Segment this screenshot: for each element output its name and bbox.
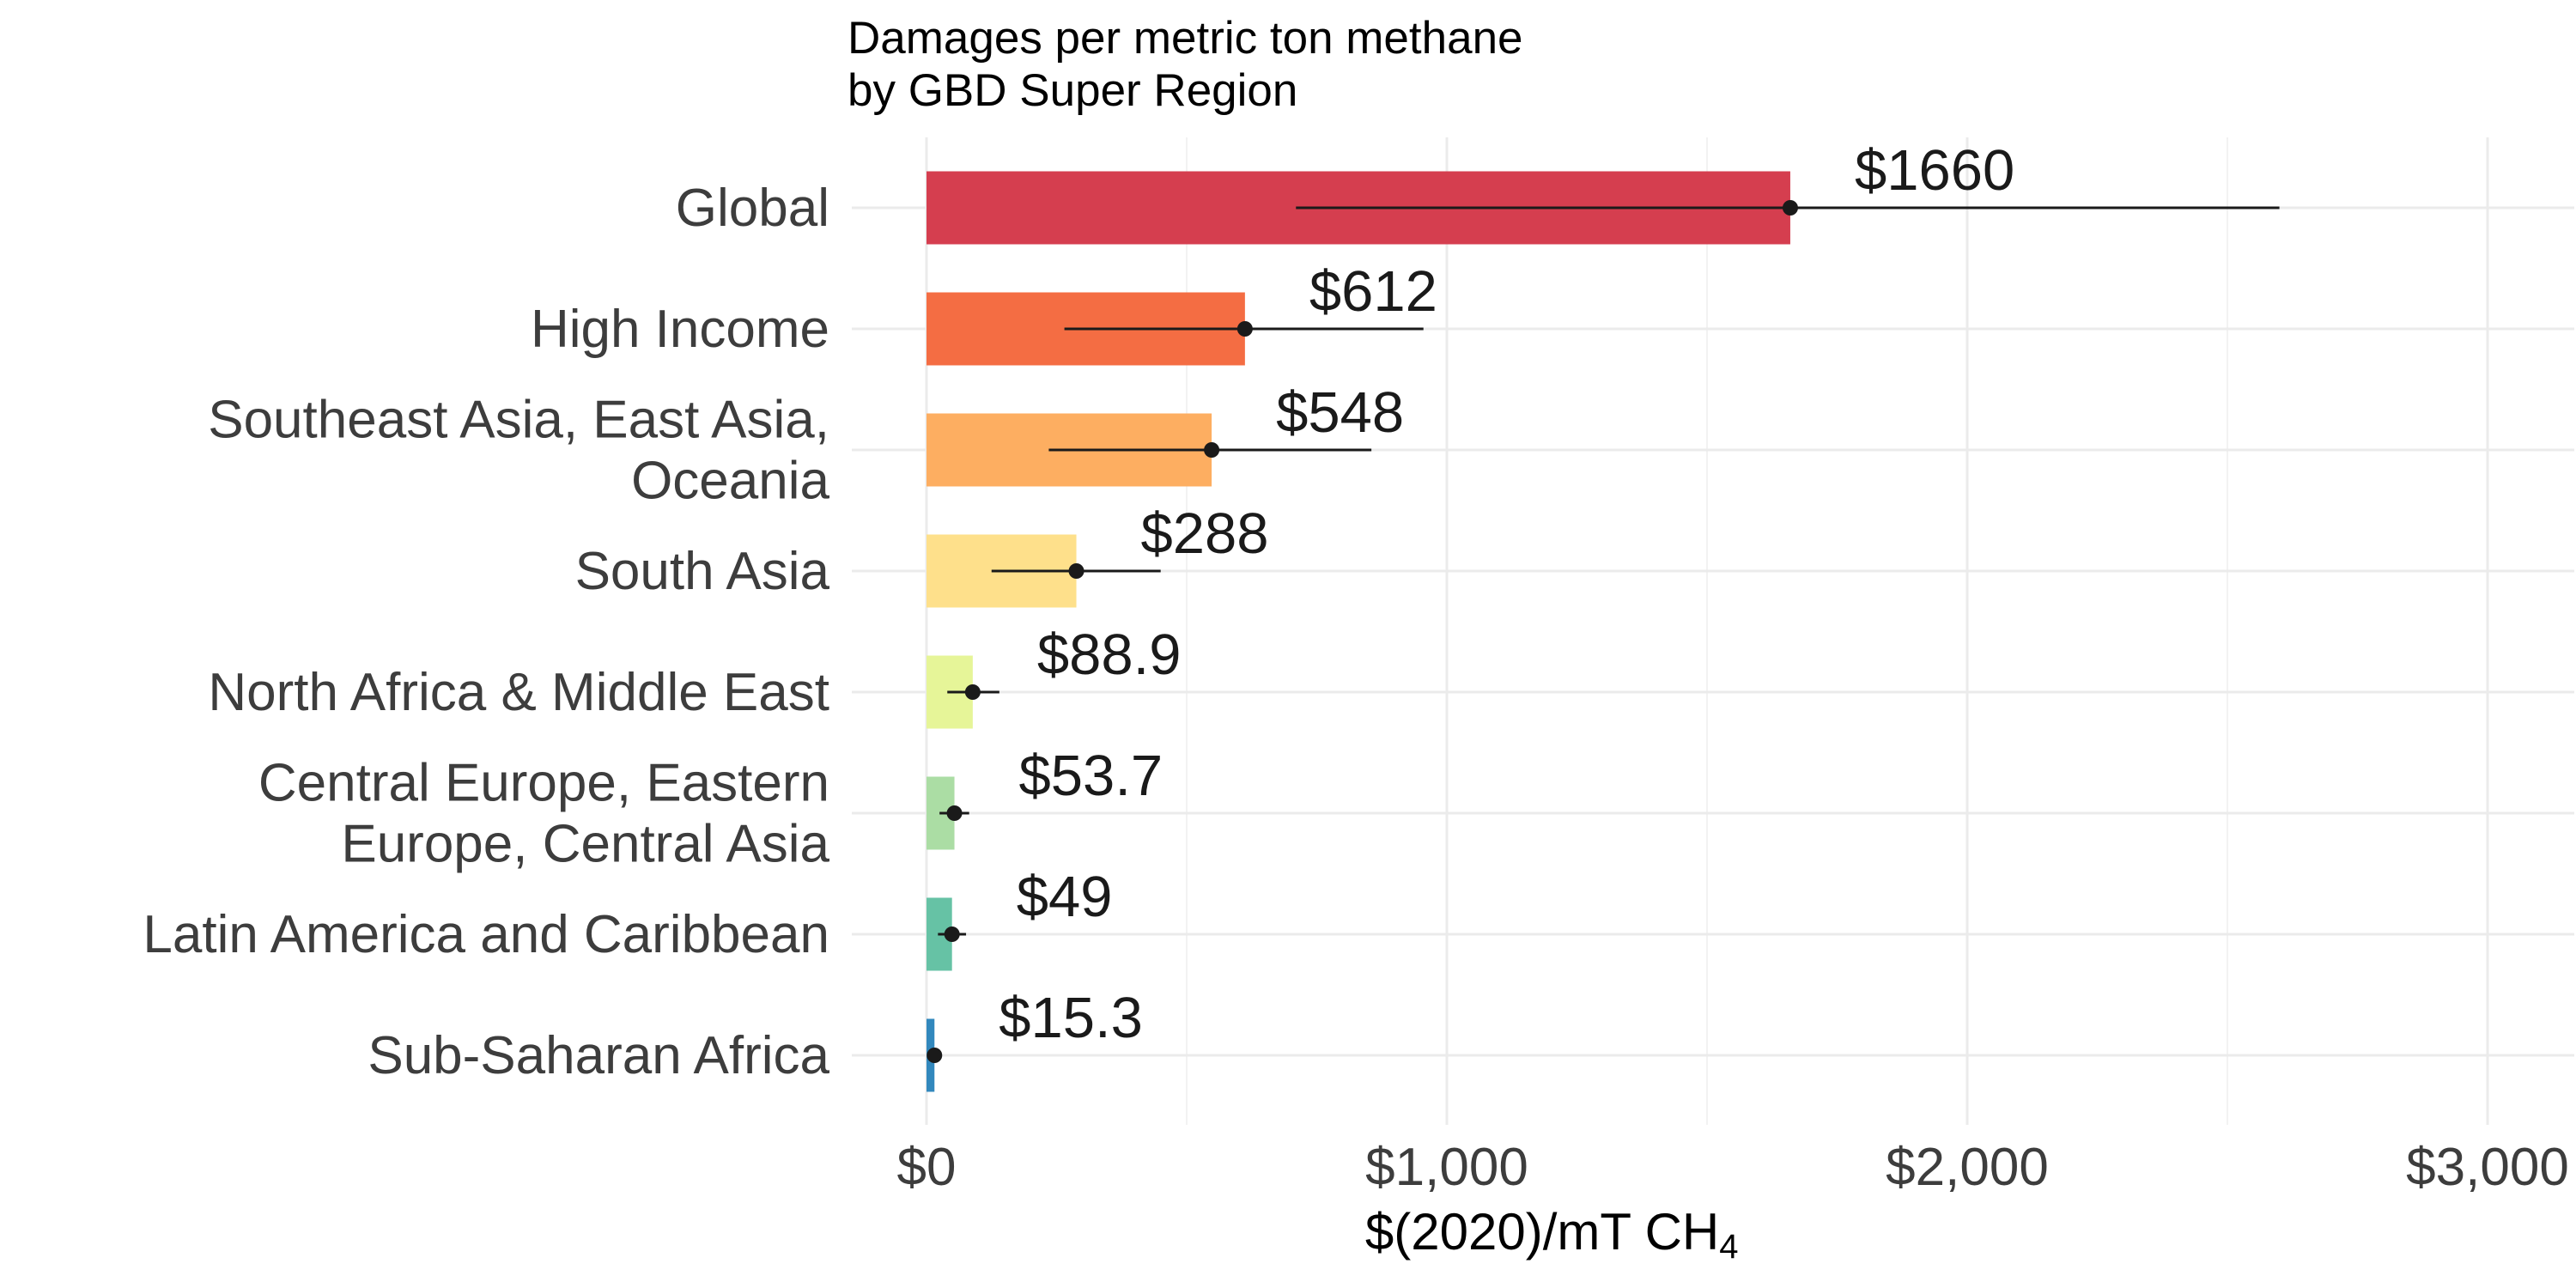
category-label: Southeast Asia, East Asia, xyxy=(208,391,829,450)
category-label: Europe, Central Asia xyxy=(341,815,829,874)
point-estimate xyxy=(944,927,960,942)
category-label: Sub-Saharan Africa xyxy=(368,1026,829,1085)
value-label: $288 xyxy=(1141,501,1269,566)
value-label: $53.7 xyxy=(1019,744,1163,808)
x-tick-label: $2,000 xyxy=(1886,1138,2049,1197)
point-estimate xyxy=(1204,442,1220,458)
point-estimate xyxy=(964,684,981,700)
value-label: $1660 xyxy=(1855,138,2014,203)
point-estimate xyxy=(927,1048,943,1063)
x-tick-label: $3,000 xyxy=(2406,1138,2569,1197)
category-label: Global xyxy=(676,179,829,238)
category-label: South Asia xyxy=(575,542,830,601)
category-label: North Africa & Middle East xyxy=(208,663,829,722)
error-bars xyxy=(927,200,2280,1063)
chart-title-line-2: by GBD Super Region xyxy=(848,65,1298,116)
value-label: $15.3 xyxy=(999,986,1143,1050)
value-label: $548 xyxy=(1276,380,1404,445)
x-axis-title-text: $(2020)/mT CH xyxy=(1364,1203,1720,1261)
category-labels: Global High Income Southeast Asia, East As… xyxy=(143,179,829,1085)
category-label: Oceania xyxy=(631,452,829,511)
x-tick-labels: $0 $1,000 $2,000 $3,000 xyxy=(897,1138,2569,1197)
category-label: Latin America and Caribbean xyxy=(143,905,829,964)
x-axis-title-subscript: 4 xyxy=(1719,1228,1739,1266)
chart-title: Damages per metric ton methane by GBD Su… xyxy=(848,12,1523,117)
bars xyxy=(927,171,1790,1092)
point-estimate xyxy=(1068,563,1084,579)
category-label: Central Europe, Eastern xyxy=(258,754,829,813)
value-label: $49 xyxy=(1017,865,1113,929)
category-label: High Income xyxy=(531,300,829,359)
value-labels: $1660 $612 $548$288 $88.9 $53.7 $49 $15.3 xyxy=(999,138,2014,1050)
point-estimate xyxy=(1782,200,1798,216)
x-tick-label: $1,000 xyxy=(1365,1138,1528,1197)
chart-title-line-1: Damages per metric ton methane xyxy=(848,13,1523,64)
value-label: $612 xyxy=(1309,259,1437,324)
x-axis-title: $(2020)/mT CH4 xyxy=(0,1202,2576,1267)
value-label: $88.9 xyxy=(1037,623,1182,687)
x-tick-label: $0 xyxy=(897,1138,957,1197)
point-estimate xyxy=(1236,321,1253,337)
point-estimate xyxy=(946,805,963,821)
